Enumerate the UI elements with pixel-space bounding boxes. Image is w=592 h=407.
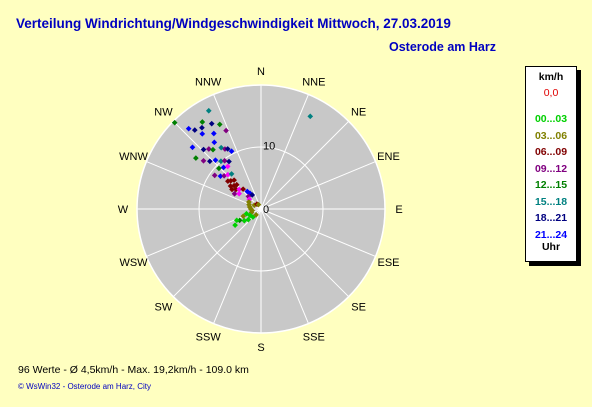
data-point bbox=[233, 181, 240, 188]
grid-spoke bbox=[260, 208, 350, 298]
legend-entry: 12...15 bbox=[534, 179, 568, 191]
data-point bbox=[191, 127, 198, 133]
data-point bbox=[224, 163, 231, 170]
legend-current-value: 0,0 bbox=[543, 87, 559, 99]
grid-spoke bbox=[260, 94, 309, 210]
grid-spoke bbox=[172, 120, 262, 210]
legend-entry: 00...03 bbox=[534, 113, 568, 125]
data-point bbox=[241, 217, 248, 224]
data-point bbox=[228, 148, 235, 155]
direction-label-se: SE bbox=[351, 302, 366, 314]
data-point bbox=[217, 173, 224, 180]
data-point bbox=[223, 127, 229, 134]
direction-label-sse: SSE bbox=[303, 331, 325, 343]
direction-label-n: N bbox=[257, 66, 265, 78]
data-point bbox=[193, 155, 199, 161]
data-point bbox=[226, 158, 232, 165]
radial-tick-label: 0 bbox=[263, 204, 269, 216]
data-point bbox=[208, 120, 215, 127]
data-point bbox=[255, 201, 262, 208]
data-point bbox=[231, 190, 238, 197]
data-point bbox=[189, 144, 196, 151]
copyright-text: © WsWin32 - Osterode am Harz, City bbox=[18, 382, 152, 391]
data-point bbox=[224, 146, 231, 152]
data-point bbox=[243, 210, 250, 217]
data-point bbox=[220, 164, 227, 171]
grid-spoke bbox=[260, 208, 376, 257]
data-point bbox=[253, 212, 259, 218]
data-point bbox=[233, 186, 239, 193]
data-point bbox=[205, 107, 212, 114]
data-point bbox=[229, 186, 235, 193]
data-point bbox=[221, 157, 228, 164]
data-point bbox=[307, 113, 314, 120]
grid-spoke bbox=[260, 120, 350, 210]
legend-entry: 21...24 bbox=[534, 228, 568, 241]
data-point bbox=[228, 171, 235, 177]
data-point bbox=[199, 131, 206, 137]
data-point bbox=[232, 222, 238, 229]
data-point bbox=[211, 139, 218, 146]
stats-footer: 96 Werte - Ø 4,5km/h - Max. 19,2km/h - 1… bbox=[18, 364, 249, 376]
grid-spoke bbox=[172, 208, 262, 298]
data-point bbox=[236, 186, 243, 193]
data-point bbox=[185, 125, 192, 132]
data-point bbox=[211, 172, 218, 179]
legend-footer-label: Uhr bbox=[541, 241, 561, 253]
station-name: Osterode am Harz bbox=[389, 40, 496, 54]
data-point bbox=[212, 157, 219, 163]
direction-label-ese: ESE bbox=[377, 257, 399, 269]
data-point bbox=[216, 165, 222, 172]
direction-label-s: S bbox=[257, 342, 264, 354]
data-point bbox=[245, 216, 252, 223]
chart-title: Verteilung Windrichtung/Windgeschwindigk… bbox=[16, 16, 451, 31]
grid-spoke bbox=[213, 208, 262, 324]
legend-entry: 15...18 bbox=[534, 195, 568, 208]
grid-spoke bbox=[260, 161, 376, 210]
direction-label-e: E bbox=[395, 204, 402, 216]
data-point bbox=[240, 186, 246, 192]
radial-tick-label: 10 bbox=[263, 140, 275, 152]
direction-label-wnw: WNW bbox=[119, 151, 148, 163]
direction-label-w: W bbox=[118, 204, 129, 216]
direction-labels: N NNE NE ENE E ESE SE SSE S SSW SW WSW W WNW NW NNW bbox=[118, 66, 403, 354]
legend-unit: km/h bbox=[538, 71, 564, 83]
grid-spokes bbox=[137, 85, 385, 333]
grid-spoke bbox=[146, 161, 262, 210]
direction-label-wsw: WSW bbox=[119, 257, 148, 269]
legend-entry: 03...06 bbox=[534, 129, 568, 142]
radial-tick-labels: 0 10 bbox=[263, 140, 275, 216]
data-point bbox=[216, 121, 223, 128]
data-point bbox=[210, 146, 216, 153]
data-point bbox=[199, 124, 205, 131]
data-point bbox=[231, 177, 237, 183]
data-point bbox=[236, 190, 242, 197]
data-point bbox=[199, 119, 206, 125]
direction-label-nw: NW bbox=[154, 106, 173, 118]
data-point bbox=[225, 171, 231, 178]
grid-spoke bbox=[213, 94, 262, 210]
legend-entry: 18...21 bbox=[534, 212, 568, 224]
data-point bbox=[206, 146, 212, 152]
direction-label-nne: NNE bbox=[302, 77, 325, 89]
direction-label-sw: SW bbox=[155, 302, 173, 314]
legend-entry: 06...09 bbox=[534, 146, 568, 158]
data-point bbox=[200, 146, 207, 153]
data-point bbox=[207, 158, 213, 165]
data-point bbox=[218, 158, 224, 165]
legend-entry: 09...12 bbox=[534, 162, 568, 175]
direction-label-nnw: NNW bbox=[195, 77, 222, 89]
data-points bbox=[171, 107, 314, 229]
direction-label-ene: ENE bbox=[377, 151, 400, 163]
data-point bbox=[233, 217, 240, 224]
data-point bbox=[200, 157, 207, 164]
direction-label-ssw: SSW bbox=[196, 331, 222, 343]
data-point bbox=[171, 119, 178, 126]
grid-spoke bbox=[260, 208, 309, 324]
legend: km/h 0,0 00...03 03...06 06...09 09...12 12.… bbox=[525, 66, 577, 262]
data-point bbox=[210, 130, 217, 137]
direction-label-ne: NE bbox=[351, 106, 366, 118]
